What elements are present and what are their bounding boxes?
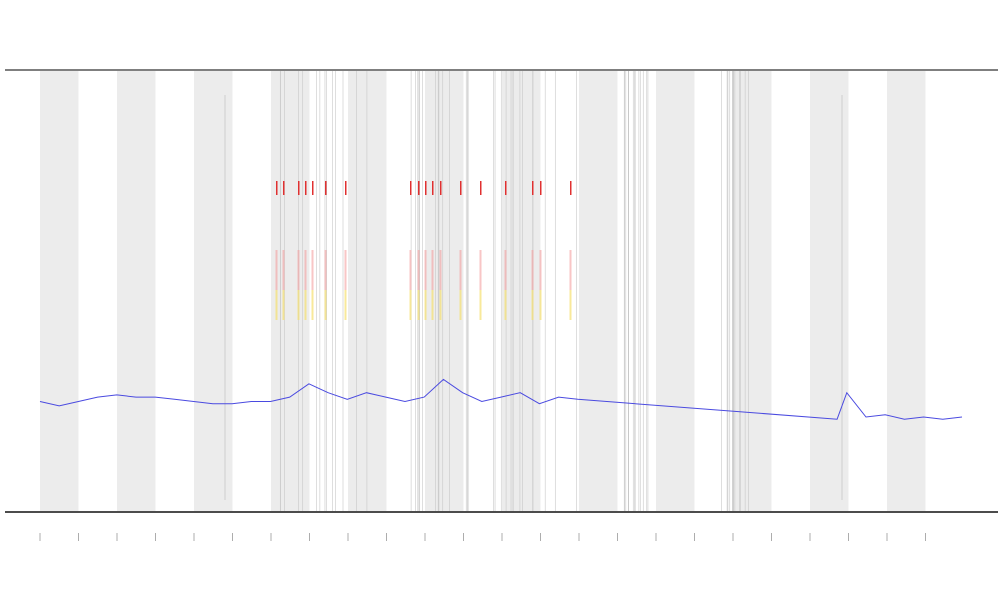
alert-band — [311, 250, 314, 290]
shaded-band — [348, 71, 387, 511]
alert-marker — [298, 181, 300, 195]
alert-marker — [460, 181, 462, 195]
warn-band — [424, 290, 427, 320]
alert-band — [324, 250, 327, 290]
signal-line — [39, 378, 963, 420]
alert-band — [459, 250, 462, 290]
alert-band — [504, 250, 507, 290]
alert-band — [344, 250, 347, 290]
alert-marker — [425, 181, 427, 195]
warn-band — [275, 290, 278, 320]
warn-band — [282, 290, 285, 320]
shaded-band — [579, 71, 618, 511]
alert-band — [479, 250, 482, 290]
alert-band — [409, 250, 412, 290]
alert-band — [431, 250, 434, 290]
alert-band — [297, 250, 300, 290]
alert-marker — [505, 181, 507, 195]
warn-band — [311, 290, 314, 320]
shaded-band — [425, 71, 464, 511]
alert-marker — [345, 181, 347, 195]
warn-band — [531, 290, 534, 320]
alert-marker — [480, 181, 482, 195]
shaded-band — [40, 71, 79, 511]
warn-band — [409, 290, 412, 320]
background-layout — [39, 71, 926, 541]
shaded-band — [502, 71, 541, 511]
alert-band — [424, 250, 427, 290]
alert-marker — [540, 181, 542, 195]
alert-marker — [325, 181, 327, 195]
alert-marker — [276, 181, 278, 195]
alert-marker — [312, 181, 314, 195]
alert-marker — [532, 181, 534, 195]
warn-band — [324, 290, 327, 320]
shaded-band — [117, 71, 156, 511]
alert-band — [304, 250, 307, 290]
alert-marker — [305, 181, 307, 195]
alert-marker — [432, 181, 434, 195]
alert-marker — [570, 181, 572, 195]
warn-band — [479, 290, 482, 320]
warn-band — [431, 290, 434, 320]
alert-marker — [410, 181, 412, 195]
shaded-band — [656, 71, 695, 511]
alert-band — [539, 250, 542, 290]
warn-band — [504, 290, 507, 320]
shaded-band — [733, 71, 772, 511]
shaded-band — [810, 71, 849, 511]
warn-band — [459, 290, 462, 320]
alert-band — [282, 250, 285, 290]
warn-band — [417, 290, 420, 320]
alert-marker — [283, 181, 285, 195]
warn-band — [304, 290, 307, 320]
warn-band — [569, 290, 572, 320]
alert-marker — [440, 181, 442, 195]
alert-band — [417, 250, 420, 290]
shaded-band — [887, 71, 926, 511]
alert-band — [439, 250, 442, 290]
shaded-band — [194, 71, 233, 511]
warn-band — [297, 290, 300, 320]
alert-band — [569, 250, 572, 290]
warn-band — [439, 290, 442, 320]
warn-band — [344, 290, 347, 320]
alert-marker — [418, 181, 420, 195]
alert-band — [275, 250, 278, 290]
warn-band — [539, 290, 542, 320]
alert-band — [531, 250, 534, 290]
